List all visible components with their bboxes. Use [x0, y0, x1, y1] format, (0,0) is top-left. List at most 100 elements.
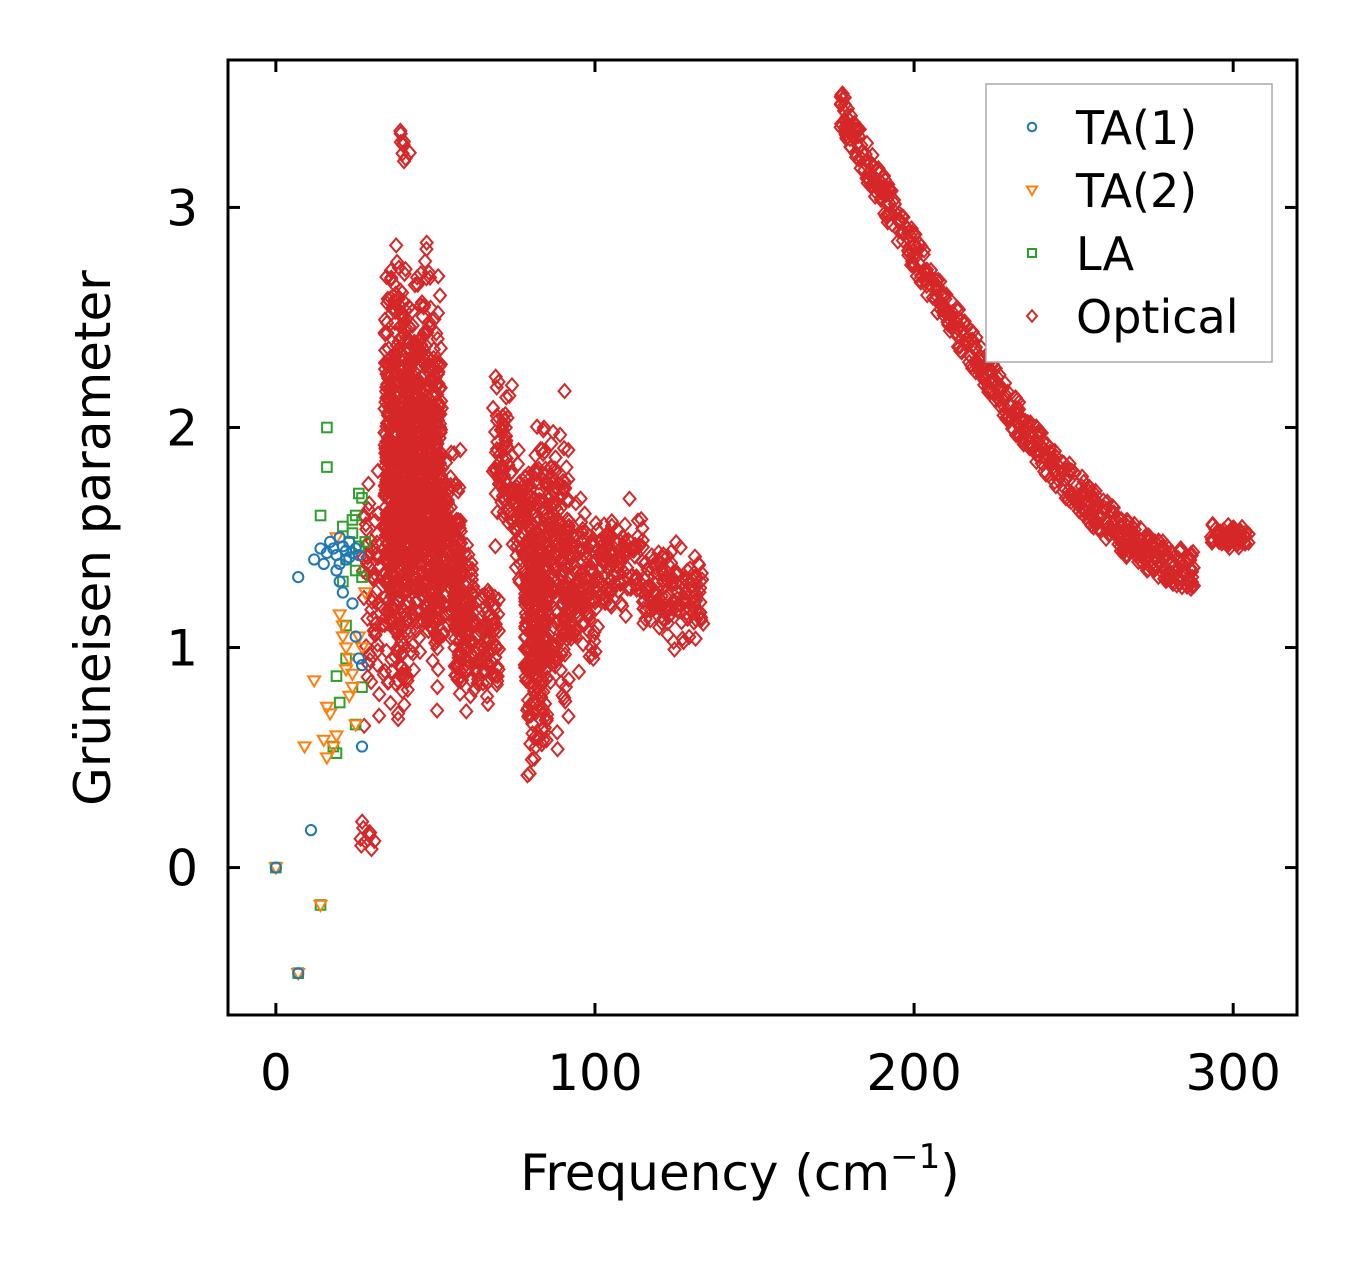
- data-point: [405, 636, 421, 654]
- data-point: [557, 536, 572, 554]
- data-point: [383, 398, 398, 416]
- data-point: [557, 528, 572, 546]
- data-point: [664, 593, 680, 611]
- data-point: [413, 420, 429, 438]
- data-point: [1054, 453, 1070, 471]
- data-point: [691, 556, 707, 574]
- data-point: [509, 547, 525, 564]
- data-point: [429, 386, 445, 403]
- data-point: [544, 552, 560, 569]
- data-point: [347, 719, 364, 733]
- data-point: [432, 505, 447, 523]
- legend-marker: [1026, 121, 1038, 133]
- data-point: [459, 536, 475, 554]
- data-point: [1067, 464, 1083, 482]
- data-point: [429, 702, 445, 719]
- data-point: [524, 751, 540, 768]
- data-point: [584, 645, 599, 663]
- data-point: [544, 514, 560, 532]
- data-point: [523, 657, 538, 674]
- data-point: [417, 252, 433, 270]
- data-point: [355, 740, 369, 753]
- data-point: [672, 595, 688, 613]
- data-point: [432, 287, 448, 304]
- data-point: [400, 672, 415, 690]
- data-point: [638, 579, 654, 597]
- data-point: [588, 514, 604, 532]
- data-point: [354, 642, 370, 656]
- data-point: [524, 715, 540, 733]
- data-point: [381, 509, 396, 527]
- data-point: [412, 643, 428, 661]
- data-point: [384, 432, 400, 450]
- x-tick-label: 100: [547, 1044, 642, 1102]
- data-point: [450, 546, 466, 564]
- data-point: [397, 265, 412, 283]
- data-point: [843, 139, 859, 156]
- y-tick-label: 3: [166, 179, 198, 237]
- data-point: [451, 585, 467, 603]
- data-point: [527, 693, 542, 711]
- y-tick-label: 0: [166, 840, 198, 898]
- data-point: [440, 494, 456, 512]
- data-point: [1036, 463, 1052, 480]
- data-point: [571, 663, 587, 681]
- data-point: [379, 467, 395, 485]
- data-point: [879, 186, 895, 203]
- data-point: [987, 372, 1003, 390]
- data-point: [470, 674, 485, 692]
- data-point: [543, 673, 558, 691]
- data-point: [519, 591, 534, 609]
- data-point: [843, 107, 859, 125]
- data-point: [536, 731, 551, 749]
- data-point: [495, 487, 511, 505]
- data-point: [308, 553, 321, 566]
- data-point: [633, 510, 649, 528]
- data-point: [545, 533, 561, 551]
- data-point: [344, 668, 361, 682]
- data-point: [441, 543, 456, 561]
- data-point: [531, 460, 547, 478]
- data-point: [390, 710, 406, 728]
- data-point: [352, 652, 365, 665]
- data-point: [383, 694, 398, 712]
- data-point: [469, 660, 485, 678]
- data-point: [371, 707, 387, 725]
- data-point: [1230, 536, 1245, 553]
- data-point: [1034, 438, 1050, 456]
- data-point: [361, 475, 376, 493]
- series-optical: [353, 85, 1256, 858]
- data-point: [630, 512, 646, 530]
- data-point: [1100, 519, 1115, 537]
- y-tick-label: 2: [166, 399, 198, 457]
- data-point: [618, 607, 634, 625]
- data-point: [580, 608, 595, 626]
- data-point: [539, 556, 555, 574]
- data-point: [511, 570, 527, 588]
- data-point: [406, 333, 422, 351]
- data-point: [651, 544, 666, 561]
- data-point: [1086, 500, 1102, 518]
- data-point: [355, 659, 369, 672]
- data-point: [460, 574, 476, 592]
- data-point: [591, 548, 607, 566]
- data-point: [1162, 563, 1178, 581]
- data-point: [452, 530, 468, 548]
- data-point: [558, 612, 574, 630]
- data-point: [354, 837, 369, 855]
- data-point: [502, 387, 517, 405]
- data-point: [269, 861, 282, 874]
- data-point: [518, 569, 534, 587]
- data-point: [416, 438, 432, 456]
- data-point: [413, 335, 429, 353]
- data-point: [1080, 498, 1096, 516]
- data-point: [536, 421, 551, 439]
- data-point: [464, 554, 479, 572]
- data-point: [405, 381, 421, 399]
- data-point: [392, 339, 407, 357]
- data-point: [667, 641, 682, 658]
- data-point: [547, 460, 563, 477]
- data-point: [422, 604, 438, 622]
- data-point: [676, 569, 692, 587]
- data-point: [495, 421, 511, 439]
